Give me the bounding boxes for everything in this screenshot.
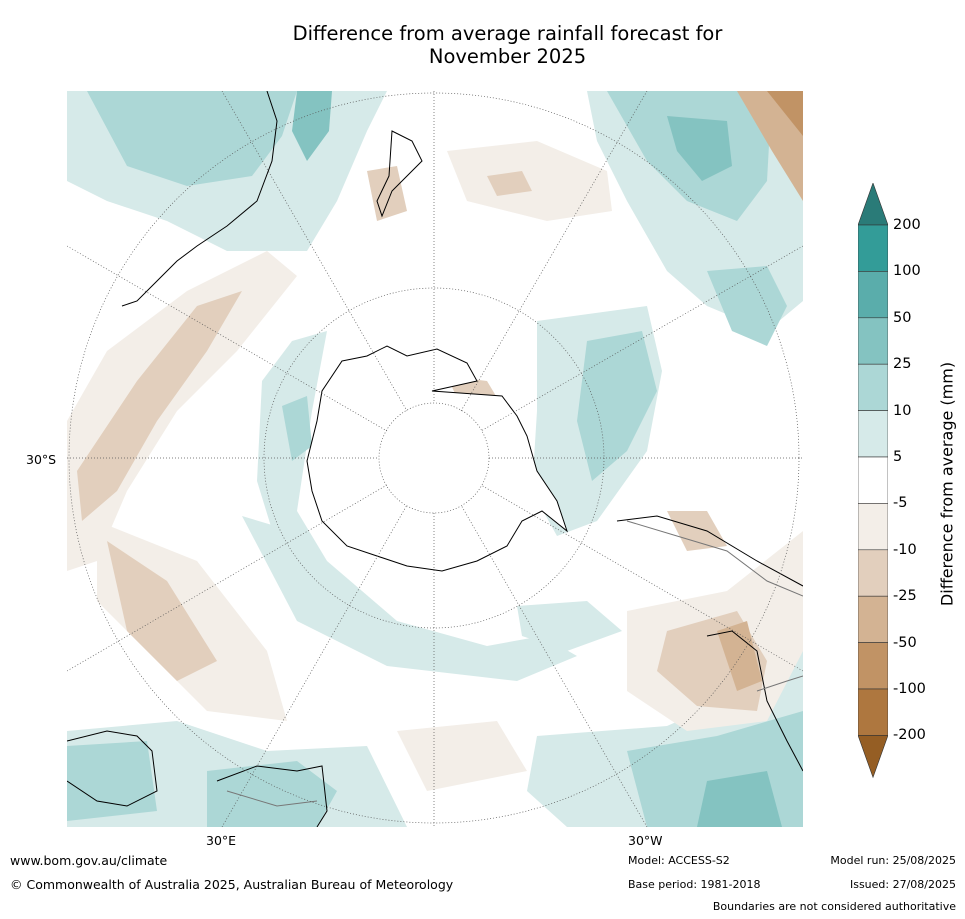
- footer-base-period: Base period: 1981-2018: [628, 878, 761, 891]
- footer-website[interactable]: www.bom.gov.au/climate: [10, 853, 168, 868]
- title-line-1: Difference from average rainfall forecas…: [292, 22, 723, 45]
- dry-region-south-pacific-core: [487, 171, 532, 196]
- map-title: Difference from average rainfall forecas…: [220, 22, 795, 68]
- colorbar-tick-label: 50: [893, 309, 912, 326]
- dry-region-south-pacific-low: [397, 721, 527, 791]
- colorbar-bin: [858, 410, 888, 458]
- country-borders: [226, 520, 803, 807]
- dry-region-indian-ocean-band: [77, 291, 242, 521]
- colorbar-tick-label: -25: [893, 588, 917, 605]
- coast-south-america-east: [706, 630, 803, 772]
- dry-region-new-zealand: [367, 166, 407, 221]
- antarctica-outline: [306, 345, 569, 572]
- lon-label-30e: 30°E: [206, 833, 237, 848]
- colorbar-tick-label: 200: [893, 217, 921, 233]
- colorbar-tick-label: 25: [893, 356, 912, 373]
- wet-region-indonesia-core: [292, 91, 332, 161]
- wet-region-west-australia: [67, 741, 157, 821]
- dry-region-drake-passage: [667, 511, 727, 551]
- lon-label-30w: 30°W: [628, 833, 663, 848]
- wetter-regions: [67, 91, 803, 827]
- dry-region-north-east-core: [767, 91, 803, 136]
- wet-region-south-east-australia: [207, 761, 337, 827]
- map-svg: [67, 91, 803, 827]
- colorbar-bin: [858, 271, 888, 319]
- wet-region-brazil-core: [697, 771, 782, 827]
- footer-copyright: © Commonwealth of Australia 2025, Austra…: [10, 877, 454, 892]
- wet-region-amundsen-core: [577, 331, 657, 481]
- meridian-60w: [480, 484, 803, 672]
- colorbar-tick-label: -200: [893, 727, 926, 744]
- dry-region-indian-ocean: [67, 251, 297, 571]
- colorbar-bin: [858, 642, 888, 690]
- colorbar-tick-label: 5: [893, 449, 903, 465]
- colorbar-bin: [858, 549, 888, 597]
- wet-region-asia-maritime: [87, 91, 297, 186]
- coast-australia-south-east: [216, 765, 328, 827]
- meridian-120w: [480, 245, 803, 432]
- coast-south-america-south: [616, 515, 803, 587]
- border-south-america: [626, 520, 803, 597]
- lat-label-30s: 30°S: [26, 452, 57, 467]
- title-line-2: November 2025: [428, 45, 587, 68]
- meridian-30w: [460, 504, 648, 827]
- border-australia: [226, 790, 318, 807]
- meridian-30e: [221, 504, 408, 827]
- wet-region-indian-core: [282, 396, 312, 461]
- colorbar-bin: [858, 503, 888, 551]
- colorbar-tick-label: -100: [893, 681, 926, 697]
- dry-region-patagonia: [717, 621, 762, 691]
- graticule: [67, 91, 803, 827]
- dry-region-north-east-corner: [737, 91, 803, 201]
- colorbar-bin: [858, 688, 888, 736]
- colorbar-tick-label: 100: [893, 263, 921, 280]
- coast-australia-west: [67, 730, 158, 807]
- colorbar-tick-label: -50: [893, 634, 917, 651]
- colorbar: [858, 183, 888, 779]
- wet-region-circumpolar-band: [242, 516, 577, 681]
- colorbar-bin: [858, 456, 888, 504]
- drier-regions: [67, 91, 803, 791]
- colorbar-tick-label: 10: [893, 402, 912, 419]
- wet-region-south-atlantic: [517, 601, 622, 651]
- border-argentina: [756, 675, 803, 692]
- colorbar-bin: [858, 363, 888, 411]
- wet-region-pacific-core: [667, 116, 732, 181]
- rainfall-map[interactable]: [67, 91, 803, 827]
- footer-model: Model: ACCESS-S2: [628, 854, 730, 867]
- footer-model-run: Model run: 25/08/2025: [830, 854, 956, 867]
- colorbar-title: Difference from average (mm): [937, 361, 957, 607]
- dry-region-south-indian-core: [107, 541, 217, 681]
- colorbar-tick-label: -5: [893, 495, 908, 512]
- colorbar-bin: [858, 317, 888, 365]
- colorbar-bin: [858, 595, 888, 643]
- colorbar-tick-label: -10: [893, 541, 917, 558]
- coast-australia-north: [121, 91, 278, 307]
- land-outlines: [67, 91, 803, 827]
- footer-issued: Issued: 27/08/2025: [849, 878, 956, 891]
- dry-region-south-pacific: [447, 141, 612, 221]
- colorbar-bin: [858, 224, 888, 272]
- colorbar-bin: [858, 735, 888, 779]
- footer-boundaries-note: Boundaries are not considered authoritat…: [712, 900, 956, 913]
- coast-new-zealand: [376, 130, 423, 218]
- wet-region-east-pacific: [707, 266, 787, 346]
- colorbar-bin: [858, 183, 888, 226]
